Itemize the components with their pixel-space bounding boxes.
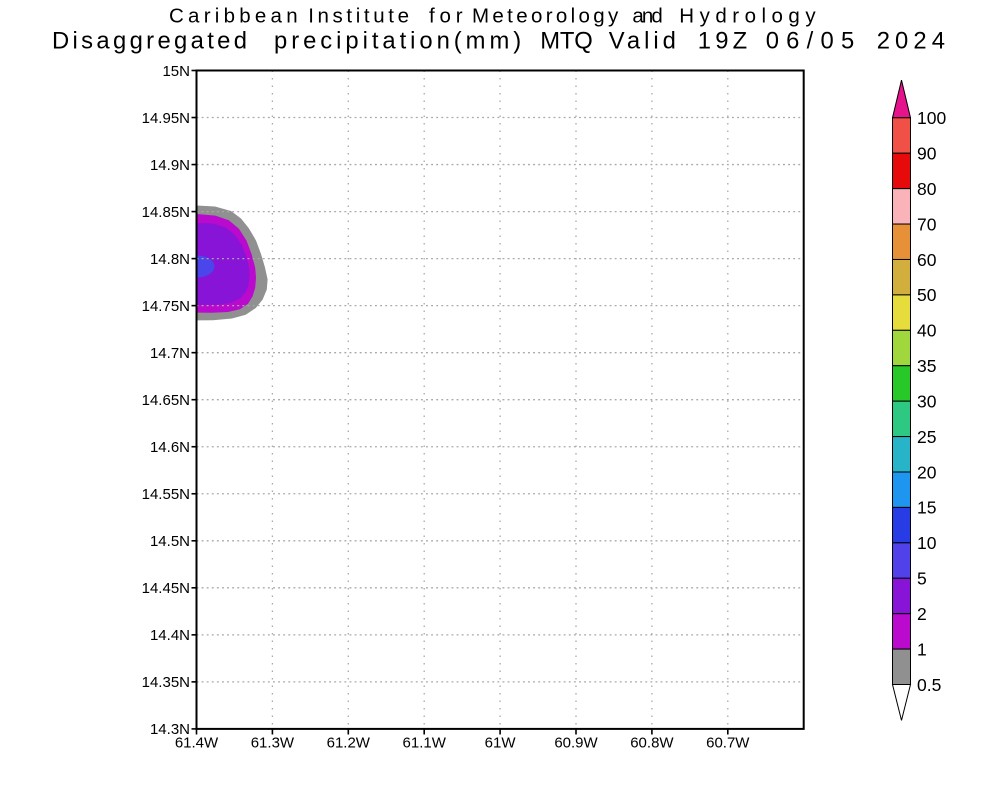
svg-text:20: 20 xyxy=(917,462,937,482)
svg-text:10: 10 xyxy=(917,533,937,553)
svg-text:14.5N: 14.5N xyxy=(150,533,190,550)
svg-text:14.8N: 14.8N xyxy=(150,251,190,268)
svg-text:14.95N: 14.95N xyxy=(142,110,190,127)
svg-text:35: 35 xyxy=(917,356,936,376)
svg-text:80: 80 xyxy=(917,179,937,199)
svg-text:50: 50 xyxy=(917,285,937,305)
svg-text:60.9W: 60.9W xyxy=(554,735,598,752)
svg-text:14.55N: 14.55N xyxy=(142,486,190,503)
svg-text:5: 5 xyxy=(917,569,927,589)
svg-text:61W: 61W xyxy=(485,735,517,752)
svg-text:14.75N: 14.75N xyxy=(142,298,190,315)
svg-text:14.9N: 14.9N xyxy=(150,157,190,174)
svg-text:0.5: 0.5 xyxy=(917,675,941,695)
svg-text:60.8W: 60.8W xyxy=(630,735,674,752)
svg-text:61.1W: 61.1W xyxy=(403,735,447,752)
svg-text:30: 30 xyxy=(917,392,937,412)
svg-text:61.3W: 61.3W xyxy=(251,735,295,752)
svg-text:14.4N: 14.4N xyxy=(150,627,190,644)
svg-text:15N: 15N xyxy=(162,63,190,80)
svg-text:61.2W: 61.2W xyxy=(327,735,371,752)
svg-text:14.6N: 14.6N xyxy=(150,439,190,456)
svg-text:14.3N: 14.3N xyxy=(150,721,190,738)
svg-text:60.7W: 60.7W xyxy=(706,735,750,752)
svg-text:2: 2 xyxy=(917,604,927,624)
svg-text:14.7N: 14.7N xyxy=(150,345,190,362)
svg-text:40: 40 xyxy=(917,321,937,341)
svg-text:14.65N: 14.65N xyxy=(142,392,190,409)
svg-text:90: 90 xyxy=(917,144,937,164)
svg-text:14.45N: 14.45N xyxy=(142,580,190,597)
svg-text:61.4W: 61.4W xyxy=(175,735,219,752)
svg-text:1: 1 xyxy=(917,639,927,659)
svg-text:70: 70 xyxy=(917,214,937,234)
svg-text:60: 60 xyxy=(917,250,937,270)
svg-text:100: 100 xyxy=(917,108,946,128)
svg-text:14.35N: 14.35N xyxy=(142,674,190,691)
svg-text:25: 25 xyxy=(917,427,936,447)
svg-text:14.85N: 14.85N xyxy=(142,204,190,221)
svg-text:15: 15 xyxy=(917,498,936,518)
